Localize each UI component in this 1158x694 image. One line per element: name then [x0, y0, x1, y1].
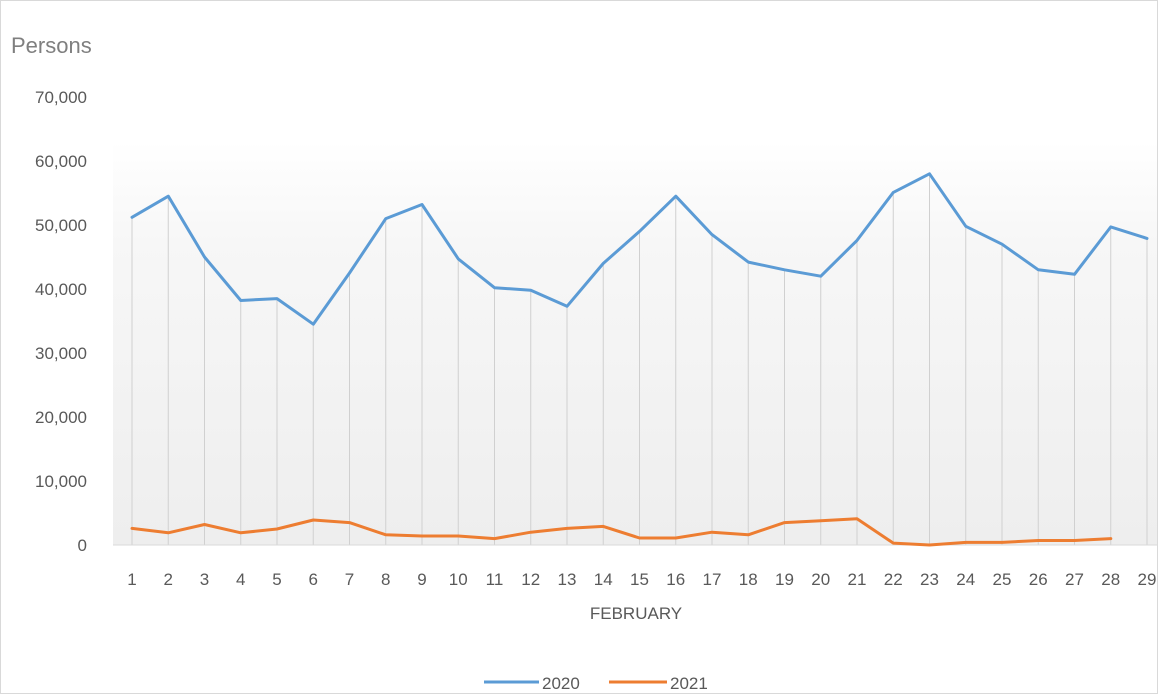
y-tick-label: 60,000 [35, 152, 87, 171]
x-tick-label: 22 [884, 570, 903, 589]
legend-label-2020: 2020 [542, 674, 580, 693]
x-tick-label: 6 [309, 570, 318, 589]
x-tick-label: 14 [594, 570, 613, 589]
x-tick-label: 19 [775, 570, 794, 589]
legend-label-2021: 2021 [670, 674, 708, 693]
x-tick-label: 12 [521, 570, 540, 589]
y-tick-label: 40,000 [35, 280, 87, 299]
x-axis-title: FEBRUARY [590, 604, 682, 623]
x-tick-label: 11 [486, 570, 504, 589]
x-tick-label: 7 [345, 570, 354, 589]
x-tick-label: 28 [1101, 570, 1120, 589]
x-tick-label: 13 [558, 570, 577, 589]
y-tick-label: 30,000 [35, 344, 87, 363]
x-tick-label: 20 [811, 570, 830, 589]
y-tick-label: 0 [78, 536, 87, 555]
x-tick-label: 9 [417, 570, 426, 589]
series-line-2021 [130, 517, 1113, 547]
x-tick-label: 25 [993, 570, 1012, 589]
y-tick-label: 70,000 [35, 88, 87, 107]
series-layer [130, 172, 1149, 547]
x-tick-label: 29 [1138, 570, 1157, 589]
legend: 2020 2021 [484, 674, 708, 693]
x-tick-label: 26 [1029, 570, 1048, 589]
x-axis-ticks: 1 2 3 4 5 6 7 8 9 10 11 12 13 14 15 16 17 18 19 20 21 22 23 24 2… [127, 570, 1156, 589]
y-axis-ticks: 70,000 60,000 50,000 40,000 30,000 20,000 10,0… [35, 88, 87, 555]
x-tick-label: 21 [848, 570, 867, 589]
y-axis-title: Persons [11, 33, 92, 58]
plot-area-background [113, 141, 1157, 545]
x-tick-label: 18 [739, 570, 758, 589]
x-tick-label: 8 [381, 570, 390, 589]
x-tick-label: 4 [236, 570, 245, 589]
y-tick-label: 20,000 [35, 408, 87, 427]
x-tick-label: 3 [200, 570, 209, 589]
drop-lines [131, 173, 1148, 545]
x-tick-label: 15 [630, 570, 649, 589]
x-tick-label: 17 [703, 570, 722, 589]
x-tick-label: 16 [666, 570, 685, 589]
x-tick-label: 23 [920, 570, 939, 589]
x-tick-label: 1 [127, 570, 136, 589]
series-line-2020 [130, 172, 1149, 326]
x-tick-label: 10 [449, 570, 468, 589]
y-tick-label: 50,000 [35, 216, 87, 235]
y-tick-label: 10,000 [35, 472, 87, 491]
x-tick-label: 24 [956, 570, 975, 589]
x-tick-label: 27 [1065, 570, 1084, 589]
x-tick-label: 5 [272, 570, 281, 589]
x-tick-label: 2 [164, 570, 173, 589]
